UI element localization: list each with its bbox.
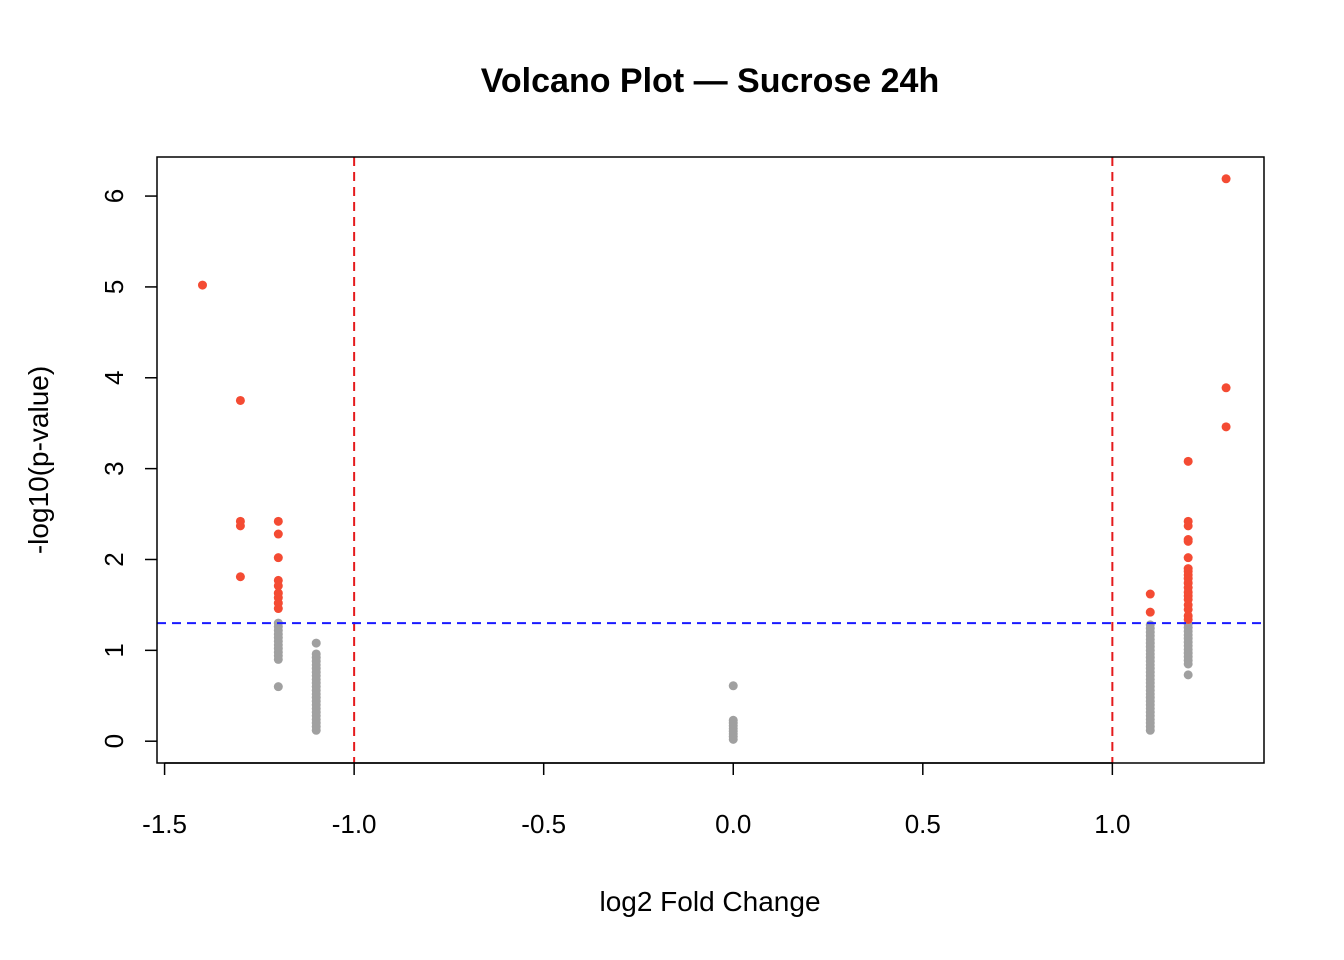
x-tick-label: -0.5 xyxy=(521,809,566,839)
x-axis-label: log2 Fold Change xyxy=(599,886,820,917)
x-axis: -1.5 -1.0 -0.5 0.0 0.5 1.0 xyxy=(142,762,1130,839)
data-point-significant xyxy=(1145,589,1155,599)
data-point-significant xyxy=(1221,422,1231,432)
data-point-significant xyxy=(273,553,283,563)
data-point-significant xyxy=(273,529,283,539)
plot-frame xyxy=(156,156,1265,764)
x-tick-label: 1.0 xyxy=(1094,809,1130,839)
y-tick-label: 0 xyxy=(99,734,129,748)
data-point-significant xyxy=(1183,521,1193,531)
x-tick-label: 0.0 xyxy=(715,809,751,839)
data-point-nonsignificant xyxy=(728,681,738,691)
data-point-significant xyxy=(235,395,245,405)
data-point-significant xyxy=(273,581,283,591)
data-point-significant xyxy=(1183,614,1193,624)
data-point-significant xyxy=(1183,604,1193,614)
x-tick-label: -1.5 xyxy=(142,809,187,839)
y-axis: 0 1 2 3 4 5 6 xyxy=(99,189,157,748)
data-point-significant xyxy=(1183,456,1193,466)
data-point-significant xyxy=(1221,383,1231,393)
data-point-nonsignificant xyxy=(311,638,321,648)
data-point-nonsignificant xyxy=(273,654,283,664)
data-point-nonsignificant xyxy=(311,725,321,735)
data-point-nonsignificant xyxy=(273,682,283,692)
data-point-significant xyxy=(1221,174,1231,184)
y-tick-label: 1 xyxy=(99,643,129,657)
data-point-significant xyxy=(1183,553,1193,563)
y-axis-label: -log10(p-value) xyxy=(23,366,54,554)
data-point-significant xyxy=(197,280,207,290)
x-tick-label: -1.0 xyxy=(332,809,377,839)
data-point-nonsignificant xyxy=(728,734,738,744)
data-point-nonsignificant xyxy=(1183,670,1193,680)
data-point-significant xyxy=(1183,536,1193,546)
plot-layer xyxy=(157,157,1264,763)
y-tick-label: 4 xyxy=(99,371,129,385)
chart-title: Volcano Plot — Sucrose 24h xyxy=(481,62,940,100)
data-point-significant xyxy=(235,521,245,531)
y-tick-label: 6 xyxy=(99,189,129,203)
y-tick-label: 3 xyxy=(99,461,129,475)
data-point-nonsignificant xyxy=(1145,725,1155,735)
data-point-significant xyxy=(1145,607,1155,617)
data-point-nonsignificant xyxy=(1183,659,1193,669)
data-point-significant xyxy=(273,516,283,526)
y-tick-label: 5 xyxy=(99,280,129,294)
data-point-significant xyxy=(235,572,245,582)
data-point-significant xyxy=(273,604,283,614)
x-tick-label: 0.5 xyxy=(905,809,941,839)
y-tick-label: 2 xyxy=(99,552,129,566)
